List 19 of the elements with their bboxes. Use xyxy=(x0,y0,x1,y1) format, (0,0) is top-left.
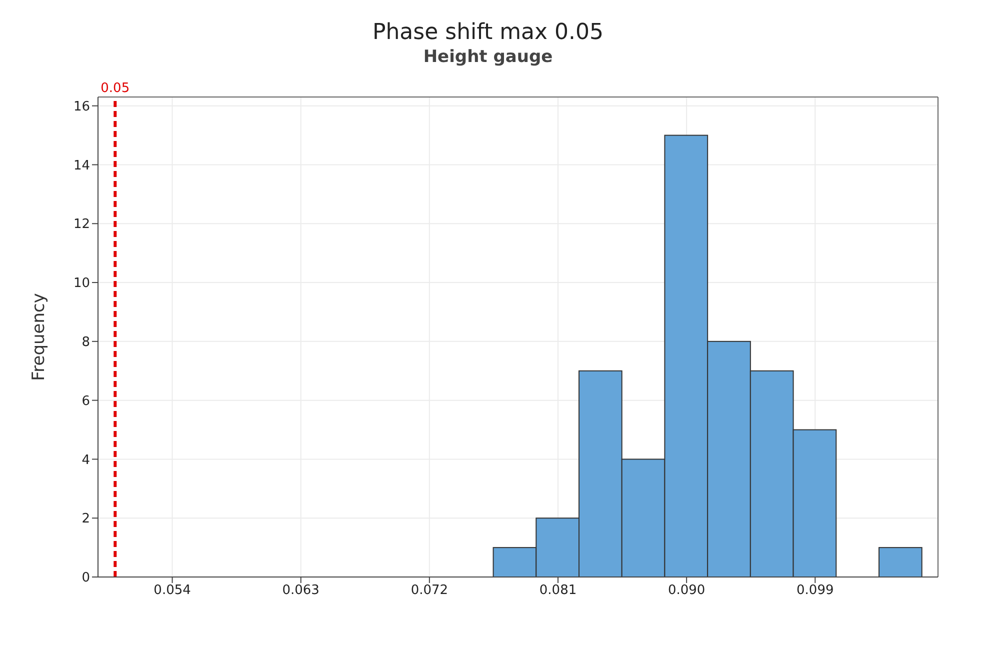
x-tick-label: 0.090 xyxy=(668,583,706,598)
y-tick-label: 8 xyxy=(82,335,90,350)
x-tick-label: 0.081 xyxy=(539,583,577,598)
y-tick-label: 0 xyxy=(82,570,90,586)
chart-subtitle: Height gauge xyxy=(422,47,554,67)
y-tick-label: 12 xyxy=(73,217,90,232)
y-tick-label: 2 xyxy=(82,512,90,527)
x-tick-label: 0.072 xyxy=(410,583,448,598)
x-tick-label: 0.063 xyxy=(282,583,320,598)
y-tick-label: 16 xyxy=(73,99,90,114)
x-tick-label: 0.054 xyxy=(154,583,191,598)
ref-line-label: 0.05 xyxy=(100,81,130,96)
chart-title: Phase shift max 0.05 xyxy=(371,20,605,45)
y-tick-label: 10 xyxy=(73,276,90,292)
y-tick-label: 14 xyxy=(73,158,90,174)
y-tick-label: 4 xyxy=(82,452,90,468)
y-tick-label: 6 xyxy=(82,394,90,409)
x-tick-label: 0.099 xyxy=(796,583,834,598)
y-axis-title: Frequency xyxy=(29,293,50,381)
